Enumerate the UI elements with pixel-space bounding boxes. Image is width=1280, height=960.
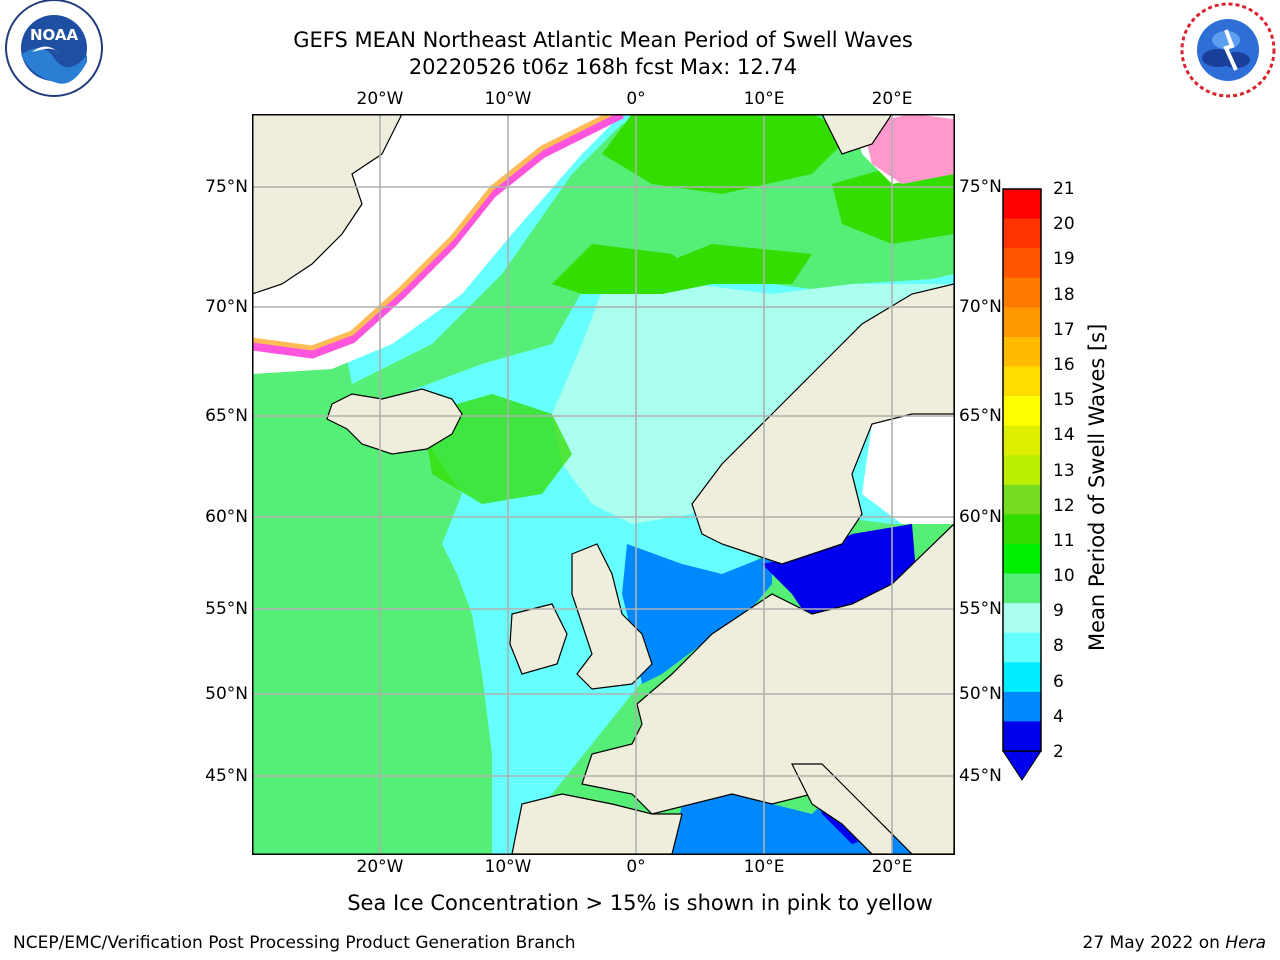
- chart-title: GEFS MEAN Northeast Atlantic Mean Period…: [293, 28, 913, 52]
- map-frame: [252, 114, 955, 855]
- colorbar-tick-label: 18: [1053, 284, 1075, 305]
- colorbar-cell: [1003, 189, 1041, 220]
- colorbar-tick-label: 16: [1053, 354, 1075, 375]
- lat-tick-left-60n: 60°N: [205, 507, 248, 527]
- lon-tick-top-0: 0°: [626, 89, 646, 109]
- colorbar-tick-label: 20: [1053, 214, 1075, 235]
- sea-ice-caption: Sea Ice Concentration > 15% is shown in …: [347, 891, 933, 915]
- map[interactable]: [252, 114, 955, 855]
- sea-ice-svalbard: [862, 114, 954, 184]
- noaa-logo-text: NOAA: [30, 26, 79, 44]
- footer-right: 27 May 2022 on Hera: [1083, 933, 1267, 953]
- swell-green-north-4: [832, 164, 954, 244]
- colorbar: [1002, 188, 1042, 781]
- sea-ice-edge-inner: [252, 114, 616, 351]
- lon-tick-top-10w: 10°W: [484, 89, 532, 109]
- colorbar-cell: [1003, 277, 1041, 308]
- colorbar-cell: [1003, 336, 1041, 367]
- colorbar-cell: [1003, 721, 1041, 752]
- colorbar-tick-label: 11: [1053, 530, 1075, 551]
- colorbar-cell: [1003, 573, 1041, 604]
- lat-tick-left-75n: 75°N: [205, 177, 248, 197]
- lon-tick-top-20w: 20°W: [356, 89, 404, 109]
- lat-tick-left-70n: 70°N: [205, 297, 248, 317]
- colorbar-tick-label: 4: [1053, 706, 1064, 727]
- colorbar-cell: [1003, 425, 1041, 456]
- land-britain: [571, 543, 653, 690]
- land-iceland: [326, 388, 463, 455]
- lat-tick-right-45n: 45°N: [959, 766, 1002, 786]
- colorbar-cell: [1003, 396, 1041, 427]
- swell-light-cyan-region: [552, 264, 954, 524]
- colorbar-cell: [1003, 543, 1041, 575]
- nws-logo: [1180, 2, 1276, 98]
- colorbar-cell: [1003, 662, 1041, 693]
- lon-tick-top-10e: 10°E: [743, 89, 785, 109]
- colorbar-cell: [1003, 248, 1041, 279]
- colorbar-cell: [1003, 603, 1041, 634]
- lon-tick-top-20e: 20°E: [871, 89, 913, 109]
- colorbar-cell: [1003, 484, 1041, 515]
- swell-blue-north-sea: [622, 544, 772, 684]
- colorbar-cell: [1003, 455, 1041, 486]
- swell-green-iceland-region: [422, 394, 572, 504]
- lat-tick-right-55n: 55°N: [959, 599, 1002, 619]
- lon-tick-bottom-20w: 20°W: [356, 857, 404, 877]
- lat-tick-right-60n: 60°N: [959, 507, 1002, 527]
- colorbar-tick-label: 2: [1053, 742, 1064, 762]
- colorbar-cell: [1003, 632, 1041, 663]
- colorbar-cell: [1003, 307, 1041, 338]
- land-svalbard: [821, 114, 893, 155]
- colorbar-label: Mean Period of Swell Waves [s]: [1085, 323, 1109, 651]
- lat-tick-left-55n: 55°N: [205, 599, 248, 619]
- land-italy: [791, 763, 893, 854]
- lat-tick-left-45n: 45°N: [205, 766, 248, 786]
- swell-green-north-1: [602, 114, 852, 194]
- colorbar-cell: [1003, 366, 1041, 397]
- lon-tick-bottom-10w: 10°W: [484, 857, 532, 877]
- colorbar-frame: [1002, 188, 1042, 752]
- swell-green-north-3: [662, 244, 812, 284]
- colorbar-extend-arrow: [1002, 750, 1042, 781]
- colorbar-cell: [1003, 691, 1041, 722]
- colorbar-cell: [1003, 218, 1041, 249]
- footer-date: 27 May 2022 on: [1082, 933, 1226, 953]
- lon-tick-bottom-0: 0°: [626, 857, 646, 877]
- colorbar-tick-label: 17: [1053, 319, 1075, 340]
- swell-green-north-2: [552, 244, 712, 294]
- lat-tick-right-65n: 65°N: [959, 406, 1002, 426]
- colorbar-tick-label: 15: [1053, 390, 1075, 411]
- colorbar-tick-label: 19: [1053, 249, 1075, 270]
- lon-tick-bottom-20e: 20°E: [871, 857, 913, 877]
- land-ireland: [509, 603, 568, 675]
- colorbar-tick-label: 13: [1053, 460, 1075, 481]
- chart-subtitle: 20220526 t06z 168h fcst Max: 12.74: [408, 55, 798, 79]
- colorbar-tick-label: 21: [1053, 179, 1075, 199]
- noaa-logo: NOAA: [5, 0, 103, 97]
- colorbar-tick-label: 8: [1053, 636, 1064, 657]
- footer-left: NCEP/EMC/Verification Post Processing Pr…: [13, 933, 576, 953]
- colorbar-tick-label: 14: [1053, 425, 1075, 446]
- sea-ice-edge: [252, 114, 625, 359]
- lat-tick-right-50n: 50°N: [959, 684, 1002, 704]
- lat-tick-right-75n: 75°N: [959, 177, 1002, 197]
- land-iberia: [511, 793, 683, 854]
- lat-tick-left-50n: 50°N: [205, 684, 248, 704]
- colorbar-tick-label: 6: [1053, 671, 1064, 692]
- land-scandinavia: [691, 283, 954, 565]
- ice-bothnia: [862, 414, 954, 524]
- lon-tick-bottom-10e: 10°E: [743, 857, 785, 877]
- colorbar-tick-label: 10: [1053, 566, 1075, 587]
- footer-host: Hera: [1225, 933, 1266, 953]
- colorbar-tick-label: 12: [1053, 495, 1075, 516]
- land-greenland-coast: [252, 114, 403, 295]
- colorbar-cell: [1003, 514, 1041, 545]
- colorbar-tick-label: 9: [1053, 601, 1064, 622]
- lat-tick-right-70n: 70°N: [959, 297, 1002, 317]
- lat-tick-left-65n: 65°N: [205, 406, 248, 426]
